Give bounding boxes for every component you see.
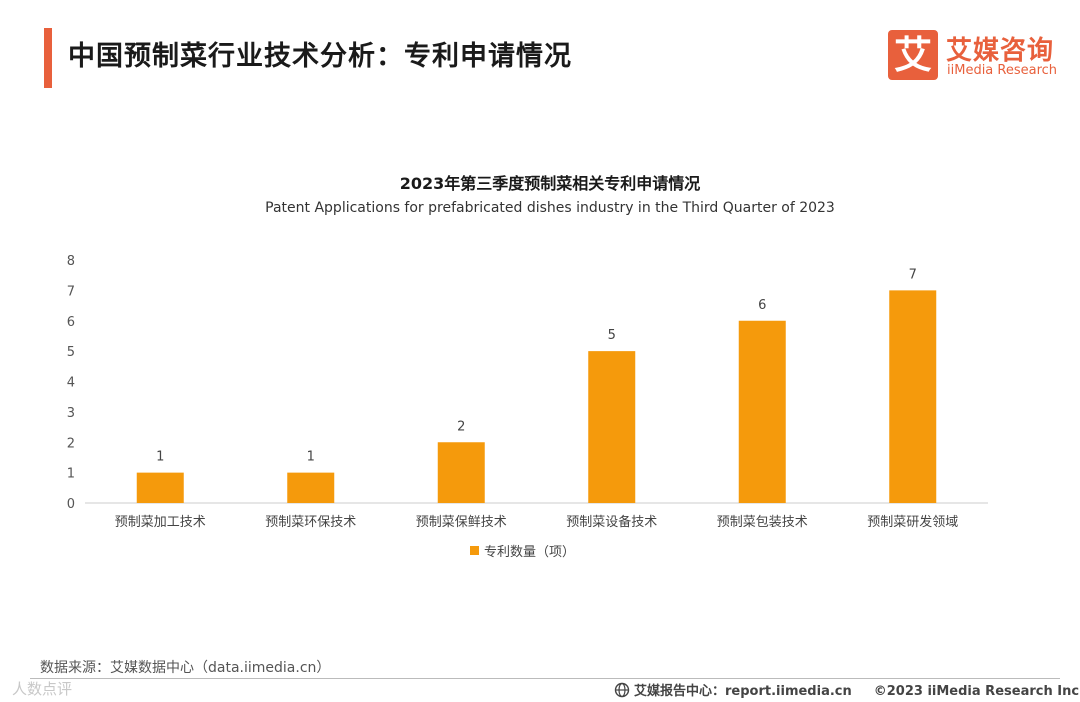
bar [588,351,636,503]
x-tick-label: 预制菜加工技术 [115,515,206,530]
iimedia-logo[interactable]: 艾 艾媒咨询 iiMedia Research [888,30,1068,82]
data-label: 7 [909,267,917,282]
page-title: 中国预制菜行业技术分析：专利申请情况 [68,41,572,72]
report-center-link[interactable]: 艾媒报告中心：report.iimedia.cn [634,684,852,699]
watermark-text: 人数点评 [12,680,73,698]
globe-icon [614,682,630,698]
data-label: 1 [307,450,315,465]
data-label: 6 [758,298,766,313]
y-tick-label: 4 [67,376,75,391]
bar [287,472,335,503]
y-tick-label: 2 [67,436,75,451]
bar [136,472,184,503]
footer-credits: 艾媒报告中心：report.iimedia.cn ©2023 iiMedia Re… [614,680,1079,699]
bar [437,442,485,503]
y-tick-label: 0 [67,497,75,512]
bar [889,290,937,503]
x-tick-label: 预制菜保鲜技术 [416,515,507,530]
y-tick-label: 1 [67,467,75,482]
chart-subtitle: Patent Applications for prefabricated di… [265,200,835,216]
y-tick-label: 8 [67,254,75,269]
bar [738,320,786,503]
bar-chart: 0 1 2 3 4 5 6 7 8 1 预制菜加工技术 1 预制菜环保技术 2 预制菜保鲜技术 5 预制菜设备技… [67,254,988,560]
copyright-text: ©2023 iiMedia Research Inc [873,684,1080,699]
y-tick-label: 3 [67,406,75,421]
logo-english-text: iiMedia Research [947,63,1058,78]
title-accent-bar [44,28,52,88]
chart-title: 2023年第三季度预制菜相关专利申请情况 [399,174,701,193]
logo-mark-icon: 艾 [888,30,938,80]
x-tick-label: 预制菜环保技术 [265,515,356,530]
data-label: 2 [457,419,465,434]
x-tick-label: 预制菜设备技术 [566,514,657,530]
data-source: 数据来源：艾媒数据中心（data.iimedia.cn） [40,660,331,676]
y-tick-label: 6 [67,315,75,330]
x-tick-label: 预制菜包装技术 [717,515,808,530]
legend-label: 专利数量（项） [484,545,575,560]
footer-divider [30,678,1060,679]
data-label: 5 [608,328,616,343]
data-label: 1 [156,450,164,465]
legend-swatch [470,546,479,555]
y-tick-label: 5 [67,345,75,360]
y-tick-label: 7 [67,284,75,299]
logo-chinese-text: 艾媒咨询 [946,36,1055,66]
x-tick-label: 预制菜研发领域 [867,514,958,530]
